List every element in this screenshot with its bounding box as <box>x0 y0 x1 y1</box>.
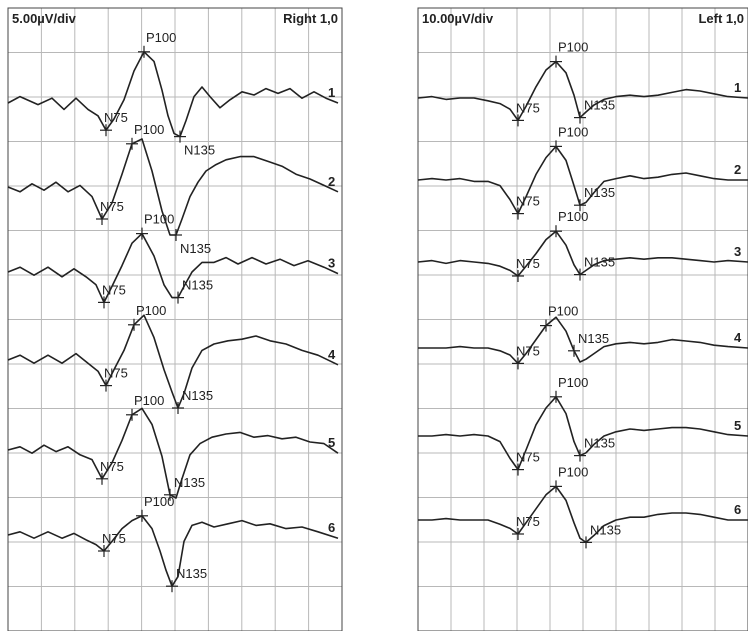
trace-1: 1 N75 P100 N135 <box>417 40 748 127</box>
trace-number: 1 <box>328 85 335 100</box>
trace-line <box>417 60 748 122</box>
peak-label-p100: P100 <box>146 30 176 45</box>
peak-label-n135: N135 <box>180 241 211 256</box>
peak-label-n135: N135 <box>182 388 213 403</box>
trace-2: 2 N75 P100 N135 <box>7 122 339 256</box>
trace-line <box>418 485 748 544</box>
peak-label-n75: N75 <box>516 450 540 465</box>
peak-label-n75: N75 <box>516 256 540 271</box>
trace-line <box>418 396 748 471</box>
peak-label-n135: N135 <box>174 475 205 490</box>
peak-label-n135: N135 <box>584 436 615 451</box>
trace-4: 4 N75 P100 N135 <box>7 303 339 414</box>
peak-label-p100: P100 <box>136 303 166 318</box>
trace-3: 3 N75 P100 N135 <box>7 212 339 309</box>
trace-2: 2 N75 P100 N135 <box>417 124 748 220</box>
vep-panel-right: 5.00µV/div Right 1,01N75P100N1352N75P100N… <box>7 7 343 632</box>
peak-label-p100: P100 <box>558 40 588 55</box>
trace-line <box>7 314 339 409</box>
peak-label-n135: N135 <box>182 278 213 293</box>
trace-number: 4 <box>328 347 336 362</box>
peak-label-n135: N135 <box>184 143 215 158</box>
peak-label-p100: P100 <box>144 212 174 227</box>
trace-line <box>417 230 748 277</box>
trace-number: 3 <box>328 256 335 271</box>
peak-label-n75: N75 <box>516 343 540 358</box>
trace-number: 6 <box>734 502 741 517</box>
trace-1: 1 N75 P100 N135 <box>7 30 339 158</box>
trace-line <box>7 51 339 138</box>
scale-label: 10.00µV/div <box>422 11 494 26</box>
peak-label-p100: P100 <box>134 393 164 408</box>
trace-6: 6 N75 P100 N135 <box>418 464 748 549</box>
peak-label-n75: N75 <box>100 459 124 474</box>
trace-line <box>7 407 339 499</box>
peak-label-n135: N135 <box>584 185 615 200</box>
peak-label-n75: N75 <box>102 531 126 546</box>
trace-number: 3 <box>734 244 741 259</box>
peak-label-p100: P100 <box>558 464 588 479</box>
peak-label-n75: N75 <box>104 110 128 125</box>
peak-label-n135: N135 <box>578 331 609 346</box>
peak-label-p100: P100 <box>144 494 174 509</box>
trace-number: 2 <box>328 174 335 189</box>
peak-label-n135: N135 <box>176 566 207 581</box>
trace-6: 6 N75 P100 N135 <box>7 494 339 593</box>
peak-label-n135: N135 <box>590 522 621 537</box>
peak-label-p100: P100 <box>558 124 588 139</box>
peak-label-p100: P100 <box>558 209 588 224</box>
trace-number: 4 <box>734 330 742 345</box>
trace-number: 1 <box>734 80 741 95</box>
peak-label-n75: N75 <box>516 514 540 529</box>
side-label: Left 1,0 <box>698 11 744 26</box>
trace-number: 2 <box>734 162 741 177</box>
peak-label-n75: N75 <box>516 194 540 209</box>
scale-label: 5.00µV/div <box>12 11 77 26</box>
side-label: Right 1,0 <box>283 11 338 26</box>
peak-label-n75: N75 <box>516 100 540 115</box>
trace-5: 5 N75 P100 N135 <box>418 375 748 476</box>
trace-line <box>417 145 748 215</box>
peak-label-n135: N135 <box>584 98 615 113</box>
peak-label-n75: N75 <box>102 282 126 297</box>
peak-label-p100: P100 <box>548 304 578 319</box>
trace-3: 3 N75 P100 N135 <box>417 209 748 282</box>
peak-label-n75: N75 <box>100 199 124 214</box>
trace-line <box>7 232 339 304</box>
trace-number: 5 <box>328 435 335 450</box>
peak-label-n135: N135 <box>584 255 615 270</box>
vep-panel-left: 10.00µV/div Left 1,01N75P100N1352N75P100N… <box>417 7 748 632</box>
peak-label-p100: P100 <box>558 375 588 390</box>
peak-label-p100: P100 <box>134 122 164 137</box>
trace-number: 5 <box>734 418 741 433</box>
trace-number: 6 <box>328 520 335 535</box>
trace-5: 5 N75 P100 N135 <box>7 393 339 501</box>
peak-label-n75: N75 <box>104 366 128 381</box>
trace-line <box>7 515 339 587</box>
